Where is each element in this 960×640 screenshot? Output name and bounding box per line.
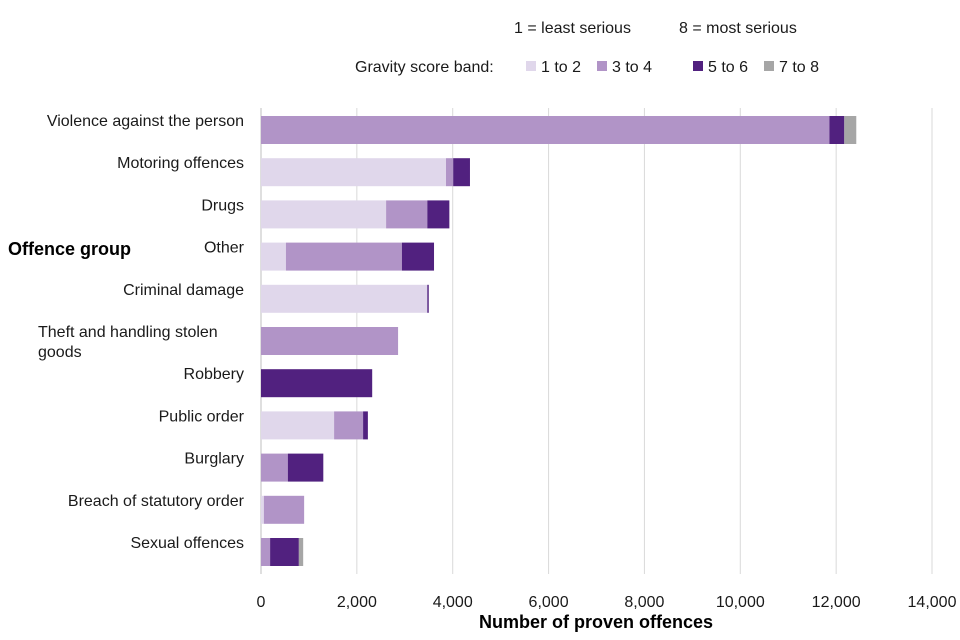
bar-segment bbox=[446, 158, 454, 187]
legend-label: 5 to 6 bbox=[708, 59, 748, 76]
legend-label: 1 to 2 bbox=[541, 59, 581, 76]
x-tick-label: 10,000 bbox=[716, 594, 765, 611]
category-label: Other bbox=[204, 240, 245, 257]
bar-segment bbox=[263, 495, 305, 524]
legend-label: 7 to 8 bbox=[779, 59, 819, 76]
bar-segment bbox=[261, 200, 387, 229]
bar-segment bbox=[261, 538, 271, 566]
bar-segment bbox=[844, 116, 857, 144]
category-label: Breach of statutory order bbox=[68, 493, 245, 510]
x-tick-label: 4,000 bbox=[433, 594, 473, 611]
bar-segment bbox=[261, 327, 399, 355]
bar-segment bbox=[261, 369, 373, 398]
bar-segment bbox=[261, 411, 335, 440]
x-tick-label: 0 bbox=[257, 594, 266, 611]
x-axis-title: Number of proven offences bbox=[479, 612, 713, 632]
legend-swatch bbox=[597, 61, 607, 71]
bar-segment bbox=[363, 411, 368, 440]
bar-segment bbox=[261, 158, 447, 187]
bar-segment bbox=[287, 453, 324, 482]
bar-segment bbox=[453, 158, 470, 187]
bar-segment bbox=[829, 116, 845, 144]
legend-note-least: 1 = least serious bbox=[514, 20, 631, 37]
legend-title: Gravity score band: bbox=[355, 59, 494, 76]
bar-segment bbox=[261, 284, 428, 313]
legend-swatch bbox=[764, 61, 774, 71]
bar-segment bbox=[285, 242, 402, 271]
x-tick-label: 6,000 bbox=[529, 594, 569, 611]
legend-note-most: 8 = most serious bbox=[679, 20, 797, 37]
bar-segment bbox=[427, 200, 450, 229]
x-tick-label: 2,000 bbox=[337, 594, 377, 611]
category-label: Sexual offences bbox=[130, 535, 244, 552]
bar-segment bbox=[427, 284, 429, 313]
x-tick-label: 12,000 bbox=[812, 594, 861, 611]
category-label: Theft and handling stolen goods bbox=[38, 324, 218, 361]
bar-segment bbox=[298, 538, 304, 566]
category-label: Drugs bbox=[201, 197, 244, 214]
bar-segment bbox=[334, 411, 364, 440]
bar-segment bbox=[386, 200, 428, 229]
category-label: Criminal damage bbox=[123, 282, 244, 299]
category-label: Public order bbox=[159, 408, 245, 425]
category-label: Robbery bbox=[184, 366, 244, 383]
y-axis-title: Offence group bbox=[8, 239, 131, 259]
bar-segment bbox=[401, 242, 435, 271]
legend-swatch bbox=[693, 61, 703, 71]
x-tick-label: 8,000 bbox=[624, 594, 664, 611]
legend-swatch bbox=[526, 61, 536, 71]
category-label: Burglary bbox=[184, 451, 244, 468]
category-label: Motoring offences bbox=[117, 155, 244, 172]
bar-segment bbox=[261, 453, 288, 482]
bar-segment bbox=[261, 116, 830, 144]
bar-segment bbox=[270, 538, 299, 566]
bar-segment bbox=[261, 495, 264, 524]
bar-segment bbox=[261, 242, 286, 271]
x-tick-label: 14,000 bbox=[908, 594, 957, 611]
legend-label: 3 to 4 bbox=[612, 59, 652, 76]
category-label: Violence against the person bbox=[47, 113, 244, 130]
